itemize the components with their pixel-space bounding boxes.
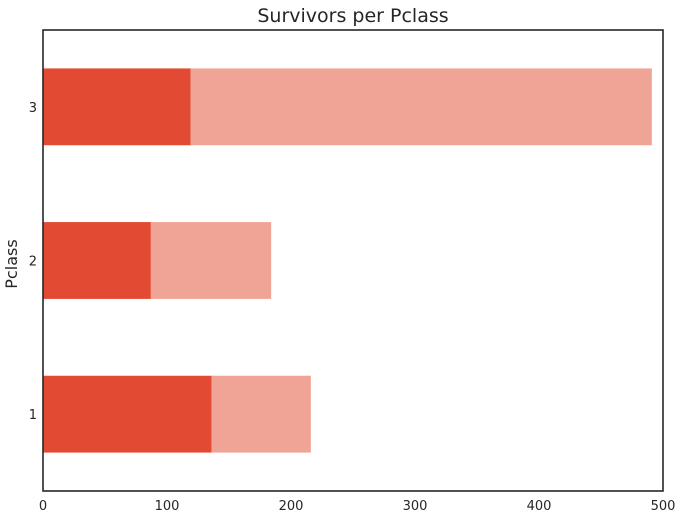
y-tick-label: 2 [29, 255, 37, 270]
bar-pclass-2-series-2 [150, 222, 272, 299]
bar-pclass-1-series-2 [211, 375, 311, 453]
y-tick-label: 3 [29, 101, 37, 116]
x-tick-label: 200 [279, 499, 304, 514]
y-axis-label: Pclass [2, 239, 21, 288]
bar-pclass-1-series-1 [43, 375, 212, 453]
x-tick-label: 0 [39, 499, 47, 514]
ticks-layer: 1 2 3 0 100 200 300 400 500 [29, 101, 676, 514]
x-tick-label: 300 [403, 499, 428, 514]
bar-pclass-2-series-1 [43, 222, 151, 299]
bar-pclass-3-series-1 [43, 68, 191, 146]
y-tick-label: 1 [29, 408, 37, 423]
x-tick-label: 100 [155, 499, 180, 514]
x-tick-label: 500 [651, 499, 676, 514]
plot-frame [42, 29, 664, 492]
bar-pclass-3-series-2 [190, 68, 652, 146]
chart-title: Survivors per Pclass [257, 5, 448, 27]
x-tick-label: 400 [527, 499, 552, 514]
bars-layer [43, 68, 652, 453]
